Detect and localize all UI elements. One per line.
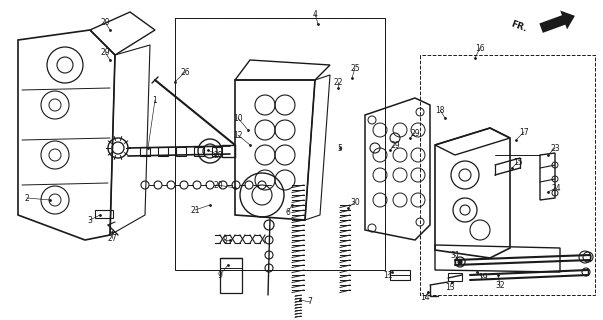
Circle shape <box>458 260 462 264</box>
Text: 9: 9 <box>218 270 223 279</box>
Bar <box>448 273 462 281</box>
Polygon shape <box>539 11 575 33</box>
Text: 32: 32 <box>495 281 505 290</box>
Text: 11: 11 <box>384 270 393 279</box>
Text: 18: 18 <box>435 106 445 115</box>
Text: 22: 22 <box>333 77 343 86</box>
Text: 29: 29 <box>410 129 420 138</box>
Text: 27: 27 <box>107 234 117 243</box>
Bar <box>158 147 168 156</box>
Text: 1: 1 <box>153 95 157 105</box>
Bar <box>194 147 204 156</box>
Text: 13: 13 <box>445 283 455 292</box>
Text: 29: 29 <box>100 47 110 57</box>
Bar <box>140 147 150 156</box>
Text: 28: 28 <box>213 150 223 159</box>
Text: 31: 31 <box>450 251 460 260</box>
Text: 10: 10 <box>233 114 243 123</box>
Text: 26: 26 <box>180 68 190 76</box>
Text: 7: 7 <box>308 298 312 307</box>
Text: 29: 29 <box>100 18 110 27</box>
Text: 16: 16 <box>475 44 485 52</box>
Text: 17: 17 <box>519 127 529 137</box>
Text: 3: 3 <box>87 215 92 225</box>
Text: 5: 5 <box>338 143 343 153</box>
Text: 2: 2 <box>25 194 30 203</box>
Text: FR.: FR. <box>510 19 528 33</box>
Text: 20: 20 <box>213 180 223 189</box>
Bar <box>95 210 113 218</box>
Text: 24: 24 <box>551 183 561 193</box>
Text: 6: 6 <box>286 207 291 217</box>
Text: 19: 19 <box>478 274 488 283</box>
Text: 12: 12 <box>233 131 243 140</box>
Text: 25: 25 <box>350 63 360 73</box>
Text: 29: 29 <box>390 140 400 149</box>
Bar <box>390 270 410 280</box>
Text: 8: 8 <box>223 236 227 244</box>
Text: 30: 30 <box>350 197 360 206</box>
Text: 15: 15 <box>513 157 523 166</box>
Text: 4: 4 <box>312 10 317 19</box>
Bar <box>212 147 222 156</box>
Text: 14: 14 <box>420 293 430 302</box>
Text: 21: 21 <box>191 205 200 214</box>
Text: 23: 23 <box>550 143 560 153</box>
Bar <box>176 147 186 156</box>
Bar <box>220 258 242 293</box>
